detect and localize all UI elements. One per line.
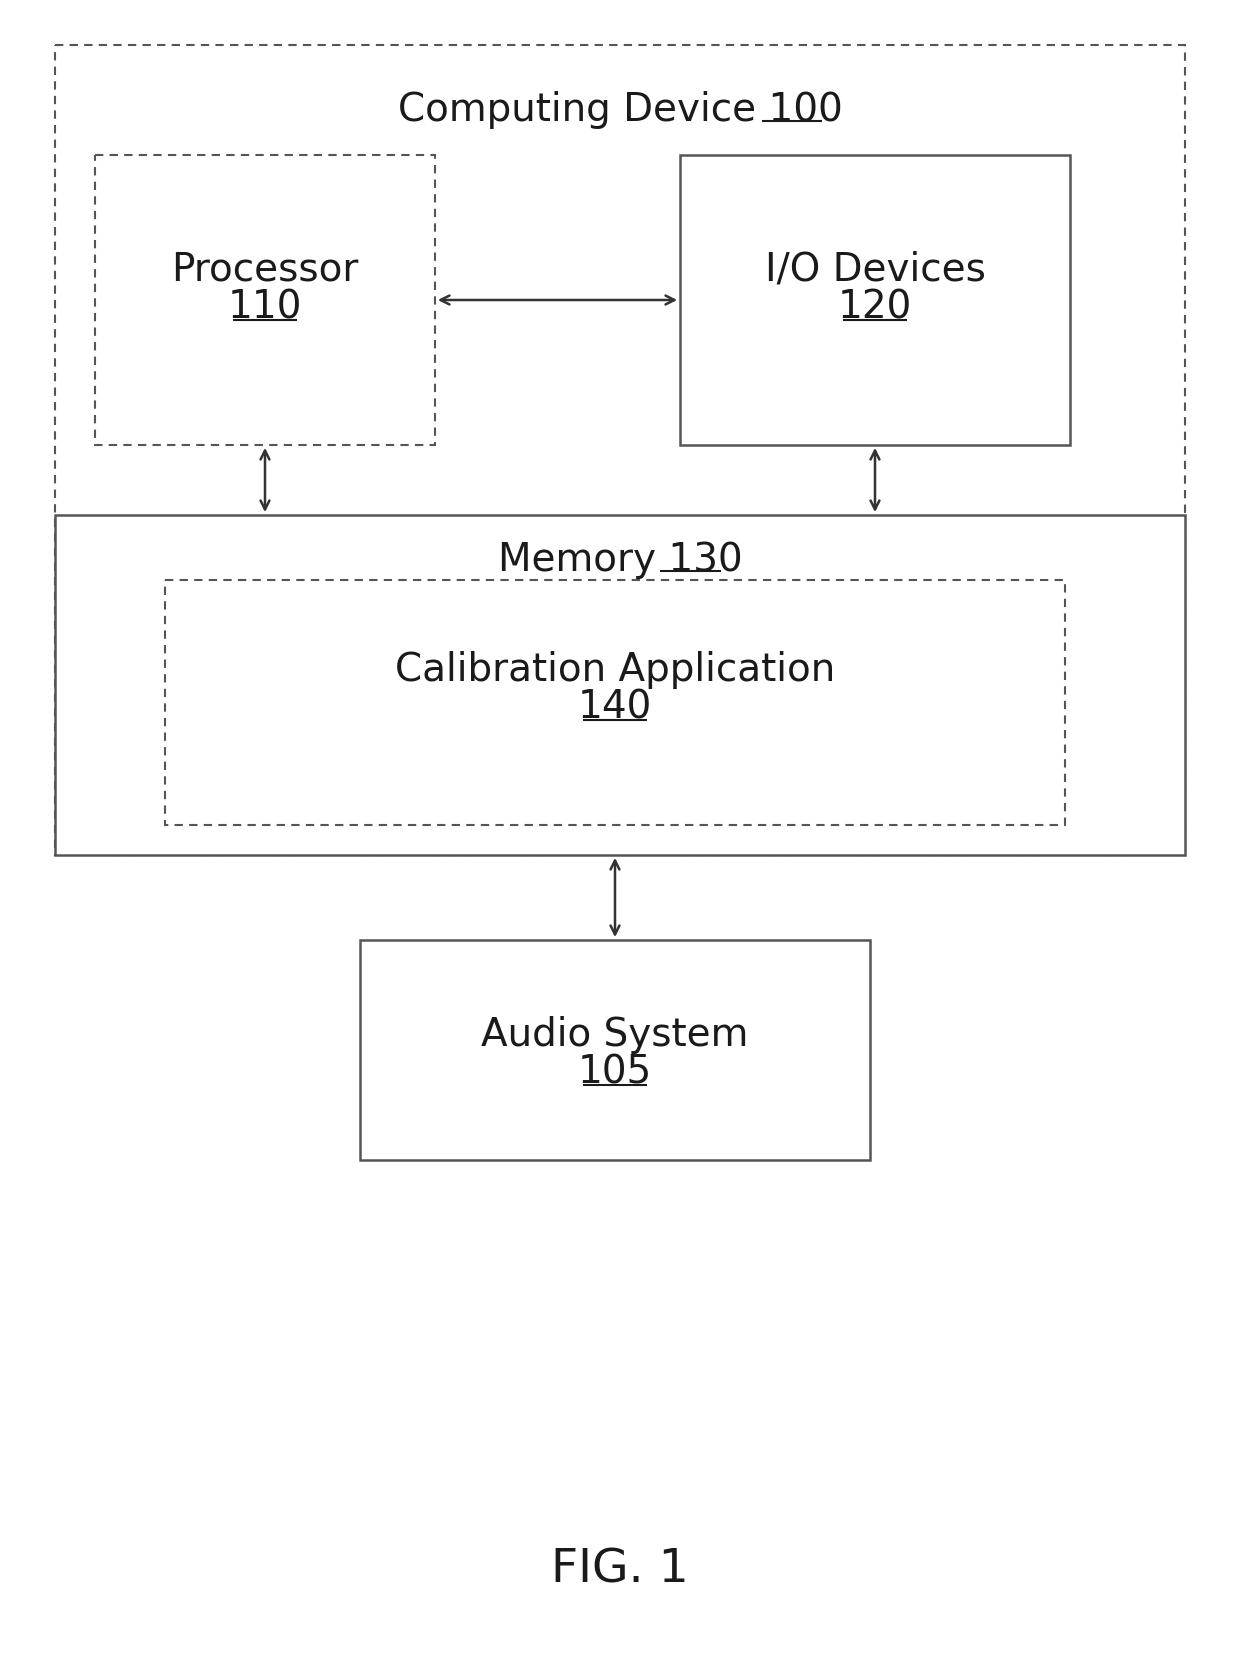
Text: 120: 120 (838, 288, 913, 327)
Text: Computing Device 100: Computing Device 100 (398, 92, 842, 128)
Text: Memory 130: Memory 130 (497, 542, 743, 578)
Bar (165, 580, 1065, 825)
Text: 110: 110 (228, 288, 303, 327)
Bar (95, 155, 435, 445)
Bar (360, 940, 870, 1160)
Text: 105: 105 (578, 1054, 652, 1092)
Bar (55, 515, 1185, 855)
Text: FIG. 1: FIG. 1 (551, 1547, 689, 1592)
Bar (680, 155, 1070, 445)
Text: I/O Devices: I/O Devices (765, 250, 986, 288)
Bar (55, 45, 1185, 855)
Text: Calibration Application: Calibration Application (394, 650, 835, 688)
Text: 140: 140 (578, 688, 652, 727)
Text: Processor: Processor (171, 250, 358, 288)
Text: Audio System: Audio System (481, 1015, 749, 1054)
